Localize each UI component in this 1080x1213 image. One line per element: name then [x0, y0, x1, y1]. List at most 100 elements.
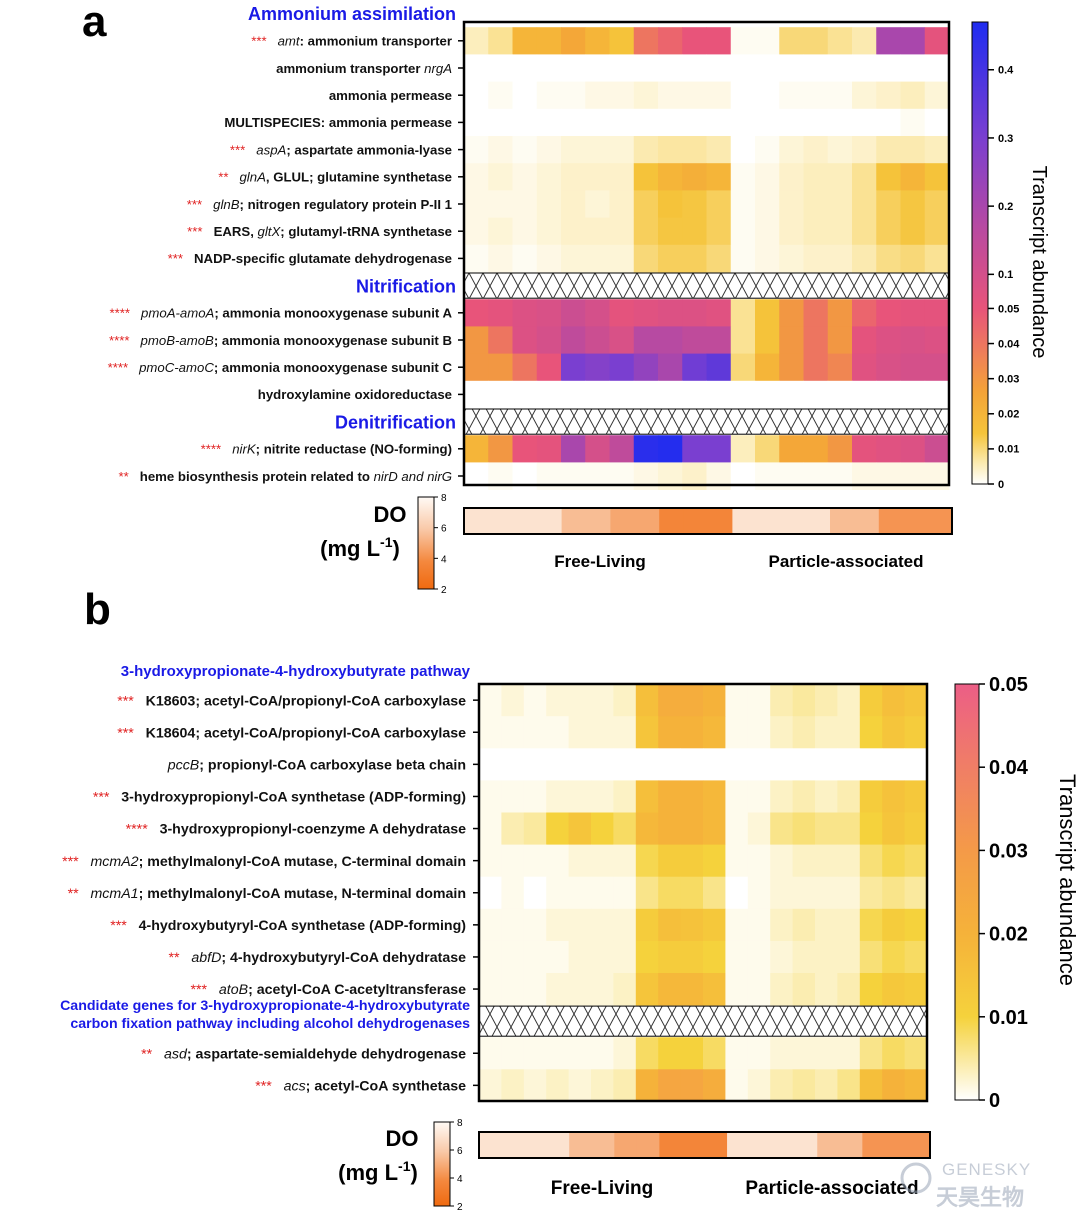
heatmap-cell — [635, 876, 659, 910]
heatmap-cell — [488, 217, 513, 246]
heatmap-cell — [859, 1037, 883, 1070]
heatmap-cell — [706, 27, 732, 55]
heatmap-cell — [852, 217, 877, 246]
heatmap-cell — [770, 684, 793, 717]
heatmap-cell — [546, 973, 569, 1006]
heatmap-cell — [536, 326, 562, 354]
do-cell — [805, 508, 831, 534]
heatmap-cell — [770, 748, 793, 781]
panel-a-do-title: DO — [374, 502, 407, 527]
heatmap-cell — [635, 940, 659, 974]
panel-b-do-strip-frame — [478, 1131, 931, 1159]
heatmap-cell — [633, 136, 659, 164]
heatmap-cell — [658, 780, 681, 813]
heatmap-cell — [536, 190, 562, 218]
heatmap-cell — [658, 136, 683, 164]
heatmap-cell — [546, 812, 569, 845]
heatmap-cell — [523, 1037, 547, 1070]
heatmap-cell — [488, 190, 513, 218]
heatmap-cell — [837, 973, 861, 1006]
do-cell — [749, 1132, 773, 1158]
heatmap-cell — [536, 163, 562, 191]
heatmap-cell — [882, 1069, 905, 1102]
heatmap-cell — [635, 684, 659, 717]
heatmap-cell — [633, 435, 659, 463]
do-cell — [681, 1132, 705, 1158]
colorbar-tick-label: 0 — [989, 1090, 1000, 1112]
heatmap-cell — [536, 81, 562, 110]
heatmap-cell — [536, 353, 562, 382]
heatmap-cell — [591, 844, 614, 878]
heatmap-cell — [613, 940, 637, 974]
watermark-cn: 天昊生物 — [936, 1185, 1024, 1210]
do-cell — [903, 508, 928, 534]
heatmap-cell — [706, 54, 732, 82]
heatmap-cell — [904, 684, 928, 717]
heatmap-cell — [755, 27, 780, 55]
heatmap-cell — [730, 27, 756, 55]
heatmap-cell — [859, 748, 883, 781]
gene-label: *** NADP-specific glutamate dehydrogenas… — [168, 251, 452, 266]
heatmap-cell — [779, 380, 804, 409]
heatmap-cell — [635, 780, 659, 813]
heatmap-cell — [568, 716, 592, 749]
heatmap-cell — [755, 326, 780, 354]
heatmap-cell — [703, 1037, 726, 1070]
heatmap-cell — [488, 54, 513, 82]
heatmap-cell — [585, 27, 610, 55]
heatmap-cell — [837, 812, 861, 845]
heatmap-cell — [852, 299, 877, 327]
do-cell — [839, 1132, 863, 1158]
heatmap-cell — [876, 136, 901, 164]
heatmap-cell — [591, 940, 614, 974]
heatmap-cell — [924, 54, 950, 82]
heatmap-cell — [512, 136, 538, 164]
panel-b-do-ticks: 8 6 4 2 — [450, 1118, 463, 1213]
colorbar-tick-label: 0.3 — [998, 133, 1013, 145]
heatmap-cell — [658, 244, 683, 273]
heatmap-cell — [779, 81, 804, 110]
heatmap-cell — [827, 244, 853, 273]
heatmap-cell — [464, 299, 489, 327]
heatmap-cell — [876, 81, 901, 110]
heatmap-cell — [501, 1037, 525, 1070]
heatmap-cell — [755, 353, 780, 382]
heatmap-cell — [827, 54, 853, 82]
heatmap-cell — [536, 244, 562, 273]
heatmap-cell — [876, 299, 901, 327]
heatmap-cell — [924, 353, 950, 382]
heatmap-cell — [770, 876, 793, 910]
heatmap-cell — [512, 380, 538, 409]
heatmap-cell — [792, 940, 816, 974]
heatmap-cell — [747, 716, 771, 749]
heatmap-cell — [635, 716, 659, 749]
heatmap-cell — [900, 353, 926, 382]
heatmap-cell — [561, 353, 586, 382]
heatmap-cell — [703, 684, 726, 717]
heatmap-cell — [706, 136, 732, 164]
heatmap-cell — [585, 81, 610, 110]
heatmap-cell — [900, 136, 926, 164]
heatmap-cell — [792, 748, 816, 781]
gene-label: *** atoB; acetyl-CoA C-acetyltransferase — [191, 982, 467, 998]
heatmap-cell — [876, 353, 901, 382]
heatmap-cell — [479, 908, 502, 942]
heatmap-cell — [561, 54, 586, 82]
heatmap-cell — [536, 217, 562, 246]
heatmap-cell — [464, 27, 489, 55]
section-title-line-1: Candidate genes for 3-hydroxypropionate-… — [60, 998, 470, 1014]
heatmap-cell — [837, 940, 861, 974]
heatmap-cell — [536, 435, 562, 463]
gene-label: ammonia permease — [329, 88, 452, 103]
heatmap-cell — [464, 353, 489, 382]
heatmap-cell — [706, 190, 732, 218]
heatmap-cell — [635, 844, 659, 878]
heatmap-cell — [725, 1069, 749, 1102]
heatmap-cell — [609, 136, 635, 164]
heatmap-cell — [725, 1037, 749, 1070]
heatmap-cell — [876, 27, 901, 55]
do-cell — [586, 508, 611, 534]
heatmap-cell — [682, 163, 707, 191]
heatmap-cell — [609, 299, 635, 327]
